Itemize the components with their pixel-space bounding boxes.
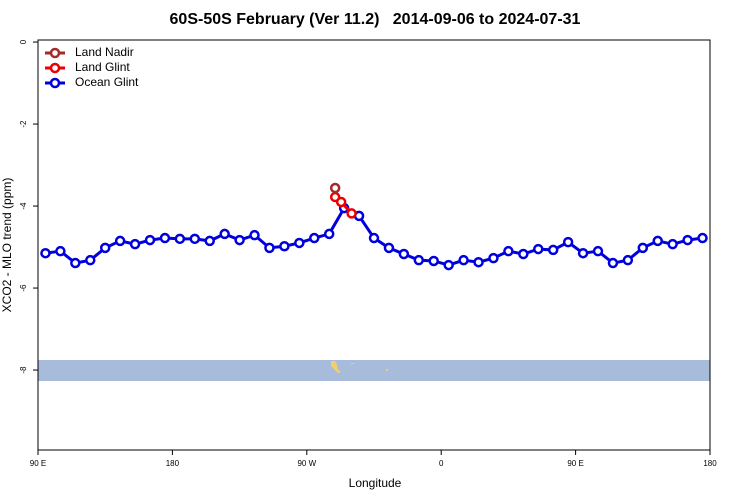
point xyxy=(383,242,395,254)
legend-label: Land Nadir xyxy=(75,45,134,59)
point xyxy=(398,248,410,260)
chart-title: 60S-50S February (Ver 11.2) 2014-09-06 t… xyxy=(170,11,581,28)
point xyxy=(309,232,320,244)
legend-marker xyxy=(49,77,61,89)
point xyxy=(518,248,529,260)
legend-label: Land Glint xyxy=(75,60,130,74)
y-tick-label: -6 xyxy=(19,284,28,292)
x-tick-label: 180 xyxy=(703,459,717,468)
point xyxy=(294,237,305,249)
legend-label: Ocean Glint xyxy=(75,75,139,89)
point xyxy=(189,233,201,245)
y-tick-label: -4 xyxy=(19,202,28,210)
legend-marker xyxy=(49,47,61,59)
point xyxy=(70,257,81,269)
y-tick-label: -8 xyxy=(19,366,28,374)
point xyxy=(335,196,347,208)
point xyxy=(577,247,589,259)
point xyxy=(129,238,141,250)
point xyxy=(622,254,634,266)
y-axis-label: XCO2 - MLO trend (ppm) xyxy=(0,178,14,313)
point xyxy=(652,235,663,247)
point xyxy=(473,256,484,268)
map-strip xyxy=(38,360,710,381)
point xyxy=(607,257,619,269)
point xyxy=(592,245,604,257)
x-tick-label: 90 W xyxy=(297,459,316,468)
point xyxy=(533,243,544,255)
x-tick-label: 90 E xyxy=(30,459,46,468)
point xyxy=(264,242,275,254)
point xyxy=(562,236,574,248)
point xyxy=(697,232,708,244)
x-tick-label: 180 xyxy=(166,459,180,468)
point xyxy=(323,228,335,240)
point xyxy=(159,232,171,244)
point xyxy=(219,228,230,240)
plot-frame xyxy=(37,39,711,451)
point xyxy=(428,255,439,267)
y-tick-label: 0 xyxy=(19,39,28,44)
point xyxy=(503,245,514,257)
point xyxy=(443,259,454,271)
point xyxy=(346,208,357,219)
x-axis-label: Longitude xyxy=(349,476,402,490)
point xyxy=(682,234,693,246)
point xyxy=(174,233,186,245)
point xyxy=(667,238,678,250)
point xyxy=(55,245,66,257)
point xyxy=(279,240,290,252)
point xyxy=(249,229,260,241)
point xyxy=(99,242,111,254)
point xyxy=(40,247,51,259)
x-tick-label: 90 E xyxy=(567,459,583,468)
point xyxy=(637,242,649,254)
y-tick-label: -2 xyxy=(19,120,28,128)
point xyxy=(85,254,96,266)
x-tick-label: 0 xyxy=(439,459,444,468)
point xyxy=(204,235,215,247)
point xyxy=(329,182,341,194)
point xyxy=(368,232,380,244)
legend-marker xyxy=(49,62,61,74)
point xyxy=(488,252,499,264)
point xyxy=(144,234,156,246)
point xyxy=(458,254,469,266)
point xyxy=(234,234,245,246)
point xyxy=(413,254,425,266)
point xyxy=(547,244,559,256)
point xyxy=(114,235,126,247)
